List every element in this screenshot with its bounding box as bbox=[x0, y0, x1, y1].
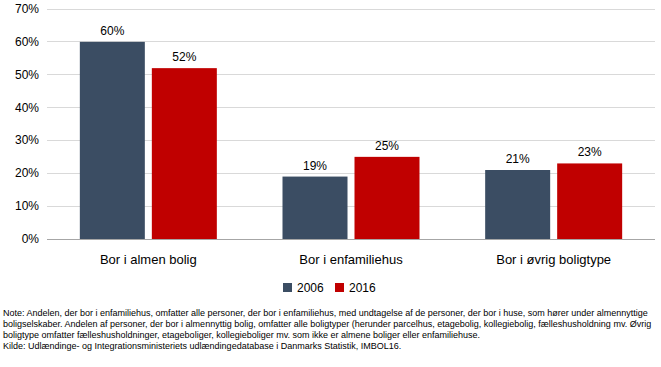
y-tick-label: 10% bbox=[15, 199, 39, 213]
data-label: 23% bbox=[578, 145, 602, 159]
y-tick-label: 50% bbox=[15, 68, 39, 82]
x-tick-label: Bor i almen bolig bbox=[100, 252, 197, 267]
annotation: Kilde: Udlændinge- og Integrationsminist… bbox=[3, 341, 655, 352]
x-tick-label: Bor i øvrig boligtype bbox=[496, 252, 611, 267]
y-tick-label: 40% bbox=[15, 101, 39, 115]
legend-label: 2016 bbox=[349, 281, 376, 295]
grid-line bbox=[47, 9, 655, 10]
page: {"chart_data": {"type": "bar", "categori… bbox=[0, 0, 661, 367]
annotation: Note: Andelen, der bor i enfamiliehus, o… bbox=[3, 308, 655, 341]
bar bbox=[152, 68, 217, 239]
data-label: 19% bbox=[303, 159, 327, 173]
bar bbox=[80, 42, 145, 239]
data-label: 52% bbox=[172, 50, 196, 64]
data-label: 60% bbox=[100, 24, 124, 38]
bars bbox=[80, 42, 622, 239]
chart: 0% 10% 20% 30% 40% 50% 60% 70% 60% 52% 19% 25% 21% 23… bbox=[0, 0, 661, 305]
bar bbox=[355, 157, 420, 239]
legend-swatch bbox=[335, 283, 344, 292]
y-tick-label: 60% bbox=[15, 35, 39, 49]
data-label: 25% bbox=[375, 139, 399, 153]
legend: 2006 2016 bbox=[283, 281, 376, 295]
notes: Note: Andelen, der bor i enfamiliehus, o… bbox=[3, 308, 655, 352]
y-tick-label: 0% bbox=[22, 232, 40, 246]
bar bbox=[485, 170, 550, 239]
x-tick-label: Bor i enfamiliehus bbox=[299, 252, 403, 267]
data-label: 21% bbox=[506, 152, 530, 166]
data-labels: 60% 52% 19% 25% 21% 23% bbox=[100, 24, 602, 173]
legend-swatch bbox=[283, 283, 292, 292]
y-tick-label: 70% bbox=[15, 2, 39, 16]
bar bbox=[283, 177, 348, 239]
y-tick-label: 20% bbox=[15, 166, 39, 180]
bar bbox=[557, 163, 622, 239]
y-tick-label: 30% bbox=[15, 133, 39, 147]
legend-label: 2006 bbox=[297, 281, 324, 295]
